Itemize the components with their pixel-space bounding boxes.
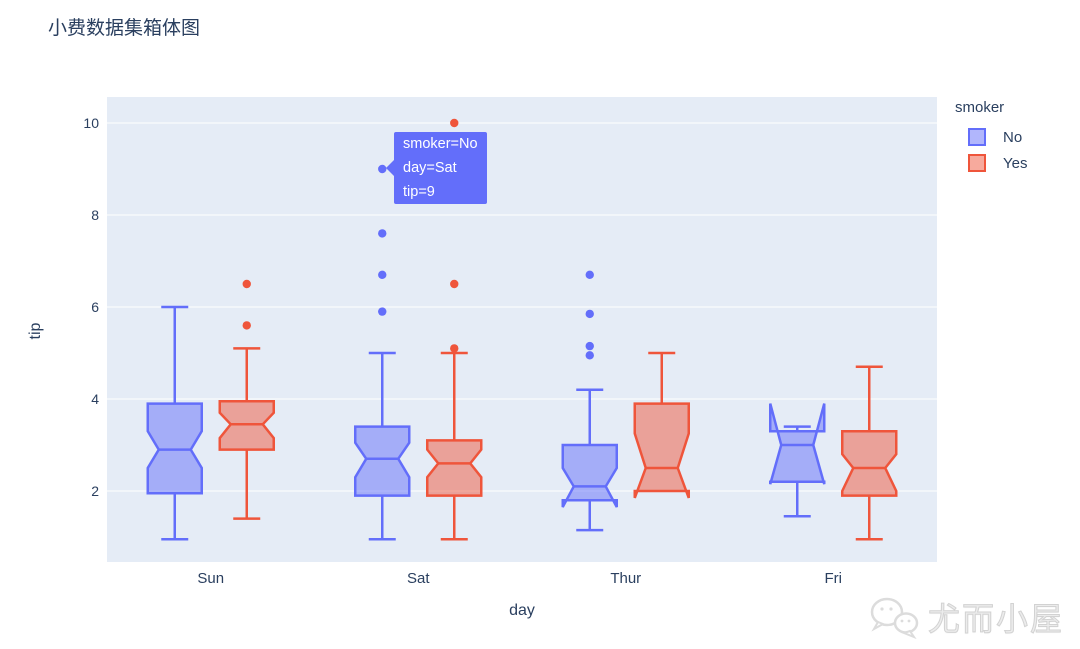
tooltip-line-day: day=Sat [403, 160, 457, 176]
y-tick-label: 8 [91, 207, 99, 223]
outlier-point[interactable] [378, 164, 387, 174]
box-no-thur[interactable] [561, 270, 618, 532]
outlier-point[interactable] [242, 279, 251, 289]
x-tick-label-sun: Sun [197, 570, 224, 587]
y-tick-label: 10 [83, 115, 99, 131]
legend-item-no[interactable]: No [955, 124, 1027, 150]
outlier-point[interactable] [450, 118, 459, 128]
notched-box[interactable] [633, 402, 690, 499]
box-yes-fri[interactable] [841, 365, 898, 541]
watermark: 尤而小屋 [866, 593, 1064, 641]
outlier-point[interactable] [450, 279, 459, 289]
box-yes-sun[interactable] [218, 279, 275, 520]
notched-box[interactable] [354, 425, 411, 497]
outlier-point[interactable] [378, 270, 387, 279]
legend-label-no[interactable]: No [1003, 128, 1023, 146]
outlier-point[interactable] [378, 307, 387, 316]
tooltip-line-smoker: smoker=No [403, 136, 478, 152]
box-no-sun[interactable] [146, 305, 203, 541]
notched-box[interactable] [561, 443, 618, 508]
box-yes-thur[interactable] [633, 351, 690, 499]
outlier-point[interactable] [450, 344, 459, 353]
outlier-point[interactable] [585, 270, 594, 279]
outlier-point[interactable] [585, 309, 594, 319]
tooltip-arrow-icon [386, 160, 394, 176]
hover-tooltip: smoker=No day=Sat tip=9 [386, 132, 487, 204]
wechat-logo-icon [870, 597, 919, 640]
legend-item-yes[interactable]: Yes [955, 150, 1027, 176]
box-no-sat[interactable] [354, 164, 411, 541]
x-tick-label-fri: Fri [825, 570, 843, 587]
legend-label-yes[interactable]: Yes [1003, 154, 1028, 172]
outlier-point[interactable] [378, 229, 387, 238]
legend-title: smoker [955, 99, 1005, 116]
x-tick-label-sat: Sat [407, 570, 430, 587]
box-no-fri[interactable] [769, 403, 826, 518]
legend: smoker No Yes [955, 99, 1027, 176]
x-axis-title: day [509, 602, 535, 619]
outlier-point[interactable] [585, 351, 594, 360]
watermark-text: 尤而小屋 [927, 601, 1064, 638]
y-axis-title: tip [27, 322, 44, 340]
legend-swatch-no-icon[interactable] [968, 128, 986, 146]
chart-title: 小费数据集箱体图 [48, 18, 201, 39]
box-yes-sat[interactable] [426, 118, 483, 541]
y-tick-label: 4 [91, 391, 99, 407]
notched-box[interactable] [841, 429, 898, 497]
y-tick-label: 6 [91, 299, 99, 315]
plot-area [107, 97, 937, 562]
outlier-point[interactable] [585, 341, 594, 351]
outlier-point[interactable] [242, 321, 251, 330]
legend-swatch-yes-icon[interactable] [968, 154, 986, 172]
notched-box[interactable] [426, 439, 483, 497]
y-tick-label: 2 [91, 483, 99, 499]
tooltip-line-tip: tip=9 [403, 184, 435, 200]
x-tick-label-thur: Thur [610, 570, 641, 587]
